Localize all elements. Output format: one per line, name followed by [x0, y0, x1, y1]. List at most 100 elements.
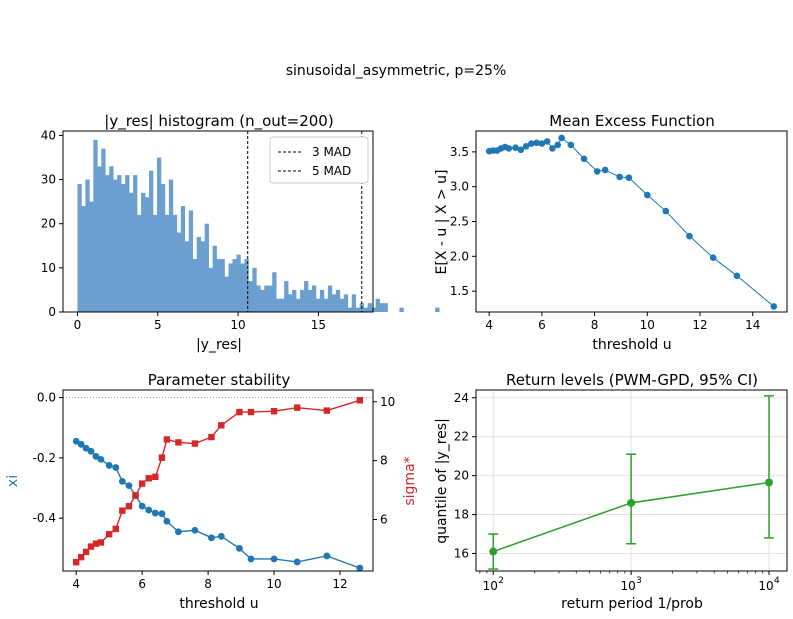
xi-point: [87, 447, 95, 455]
xi-point: [293, 558, 301, 566]
histogram-bar: [256, 285, 261, 312]
mean-excess-point: [601, 166, 609, 174]
histogram-bar: [248, 281, 253, 312]
sigma-point: [163, 436, 171, 443]
mean-excess-point: [770, 303, 778, 310]
y-tick-label: 30: [41, 173, 56, 187]
histogram-bar: [212, 245, 217, 312]
histogram-axes-frame: [62, 130, 374, 313]
sigma-point: [247, 408, 255, 416]
histogram-bar: [208, 267, 213, 312]
stability-right-y-label: sigma*: [402, 456, 418, 505]
y-tick-label: 18: [454, 508, 469, 522]
mean-excess-point: [616, 173, 623, 181]
mean-excess-point: [662, 207, 670, 215]
sigma-point: [356, 397, 364, 404]
histogram-bar: [232, 259, 237, 312]
mean-excess-point: [625, 174, 633, 181]
sigma-point: [105, 531, 113, 538]
histogram-bar: [196, 236, 201, 312]
histogram-bar: [184, 241, 190, 312]
histogram-bar: [89, 201, 94, 312]
left-y-tick-label: -0.4: [33, 511, 56, 525]
x-tick-label: 10: [266, 577, 281, 591]
x-tick-exponent: 2: [498, 576, 504, 586]
histogram-bar: [240, 263, 245, 312]
xi-point: [125, 482, 133, 490]
y-tick-label: 20: [41, 217, 56, 231]
histogram-bar: [363, 307, 368, 312]
mean-excess-point: [567, 141, 575, 149]
mean-excess-x-label: threshold u: [592, 337, 671, 353]
sigma-point: [72, 558, 80, 566]
histogram-bar: [308, 289, 313, 312]
mean-excess-point: [709, 254, 717, 261]
x-tick-label: 4: [72, 577, 80, 591]
y-tick-label: 10: [41, 261, 56, 275]
histogram-bar: [192, 259, 198, 312]
histogram-bar: [288, 294, 293, 312]
mean-excess-point: [644, 191, 651, 199]
histogram-bar: [81, 206, 86, 312]
stability-left-y-label: xi: [5, 475, 21, 487]
histogram-bar: [355, 307, 361, 312]
histogram-bar: [347, 307, 353, 312]
histogram-bar: [315, 298, 321, 312]
xi-point: [77, 440, 85, 448]
mean-excess-point: [505, 145, 513, 152]
histogram-bar: [141, 192, 146, 312]
x-tick-label: 15: [311, 318, 326, 332]
y-tick-label: 0: [48, 305, 56, 319]
histogram-bar: [323, 298, 329, 312]
sigma-point: [119, 507, 126, 514]
xi-point: [236, 544, 243, 552]
y-tick-label: 24: [454, 391, 469, 405]
histogram-bar: [351, 294, 357, 312]
sigma-point: [82, 548, 90, 556]
sigma-point: [191, 440, 199, 447]
x-tick-exponent: 3: [636, 576, 642, 586]
histogram-bar: [200, 241, 205, 312]
histogram-bar: [335, 289, 341, 312]
figure-suptitle: sinusoidal_asymmetric, p=25%: [286, 63, 507, 79]
sigma-point: [158, 454, 166, 461]
sigma-point: [293, 404, 301, 411]
histogram-bar: [125, 175, 130, 312]
x-tick-label: 4: [485, 318, 493, 332]
right-y-tick-label: 10: [380, 395, 395, 409]
mean-excess-point: [593, 168, 601, 175]
sigma-point: [92, 540, 100, 547]
parameter-stability-panel: Parameter stability 4 6 8 10 12 0.0-0.2-0.4 …: [5, 371, 418, 612]
histogram-bar: [145, 197, 150, 312]
histogram-bar: [331, 294, 337, 312]
histogram-bar: [137, 214, 142, 312]
histogram-bar: [343, 294, 349, 312]
histogram-bar: [276, 298, 281, 312]
histogram-bar: [284, 281, 289, 312]
y-tick-label: 3.0: [450, 180, 469, 194]
y-tick-label: 40: [41, 128, 56, 142]
stability-title: Parameter stability: [148, 371, 291, 389]
histogram-bar: [367, 303, 372, 312]
y-tick-label: 20: [454, 469, 469, 483]
histogram-bar: [268, 285, 273, 312]
mean-excess-point: [517, 146, 525, 154]
histogram-bar: [236, 254, 241, 312]
mean-excess-point: [686, 232, 693, 240]
y-tick-label: 22: [454, 430, 469, 444]
histogram-x-label: |y_res|: [196, 337, 242, 353]
histogram-bar: [93, 139, 98, 312]
sigma-point: [218, 422, 225, 429]
histogram-bar: [204, 223, 209, 312]
sigma-point: [270, 407, 278, 415]
mean-excess-point: [580, 155, 588, 163]
x-tick-label: 10: [640, 318, 655, 332]
xi-point: [356, 564, 364, 572]
sigma-point: [236, 408, 243, 416]
y-tick-label: 2.5: [450, 215, 469, 229]
xi-point: [217, 532, 225, 540]
histogram-bar: [149, 170, 154, 312]
histogram-bar: [133, 175, 138, 312]
histogram-bar: [383, 303, 388, 312]
